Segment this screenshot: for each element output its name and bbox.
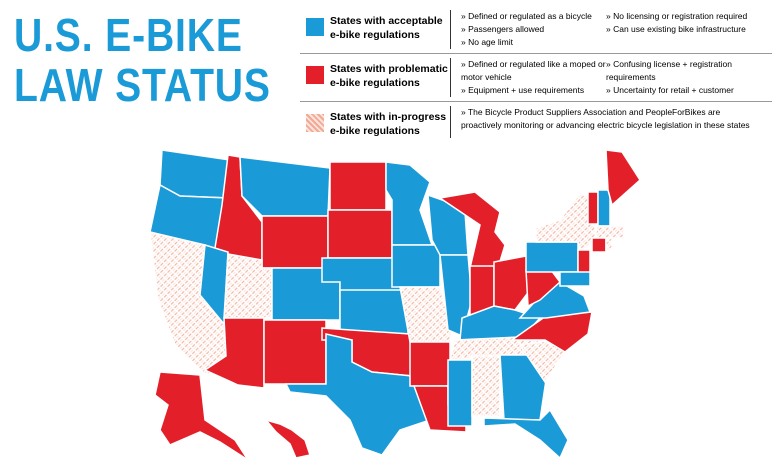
legend-row: States with in-progress e-bike regulation… xyxy=(300,102,772,142)
state xyxy=(587,191,599,225)
legend-bullets: » Defined or regulated as a bicycle » Pas… xyxy=(451,10,751,49)
title: U.S. E-BIKE LAW STATUS xyxy=(14,10,271,110)
legend-row: States with acceptable e-bike regulations… xyxy=(300,6,772,54)
bullet-column: » Defined or regulated as a bicycle » Pas… xyxy=(461,10,606,49)
legend-row: States with problematic e-bike regulation… xyxy=(300,54,772,102)
legend: States with acceptable e-bike regulations… xyxy=(300,6,772,142)
legend-label: States with acceptable e-bike regulations xyxy=(330,10,451,49)
bullet: » Passengers allowed xyxy=(461,24,545,34)
state xyxy=(261,215,329,269)
states xyxy=(149,149,641,461)
state xyxy=(493,255,531,311)
state xyxy=(329,161,387,211)
legend-swatch xyxy=(306,18,324,36)
state xyxy=(595,225,625,239)
bullet: » Equipment + use requirements xyxy=(461,85,585,95)
bullet-column: » Confusing license + registration requi… xyxy=(606,58,751,97)
legend-label: States with problematic e-bike regulation… xyxy=(330,58,451,97)
legend-swatch xyxy=(306,114,324,132)
state xyxy=(471,355,501,417)
state xyxy=(239,156,331,217)
legend-bullets: » Defined or regulated like a moped or m… xyxy=(451,58,751,97)
state xyxy=(605,149,641,207)
legend-label-line: States with acceptable xyxy=(330,15,443,27)
bullet: » Uncertainty for retail + customer xyxy=(606,85,734,95)
state xyxy=(605,237,613,251)
state xyxy=(447,359,473,427)
state xyxy=(525,241,579,273)
state xyxy=(399,286,453,346)
state xyxy=(263,319,327,385)
state xyxy=(339,289,409,335)
state xyxy=(284,333,432,456)
bullet: » Can use existing bike infrastructure xyxy=(606,24,746,34)
state xyxy=(391,244,441,288)
bullet-column: » The Bicycle Product Suppliers Associat… xyxy=(461,106,751,138)
bullet-column: » Defined or regulated like a moped or m… xyxy=(461,58,606,97)
bullet: » No age limit xyxy=(461,37,513,47)
bullet: » Defined or regulated like a moped or m… xyxy=(461,59,606,82)
state xyxy=(591,237,607,253)
legend-label-line: e-bike regulations xyxy=(330,125,420,137)
legend-label-line: e-bike regulations xyxy=(330,29,420,41)
state xyxy=(385,161,434,246)
state xyxy=(263,418,311,459)
title-line: U.S. E-BIKE xyxy=(14,9,243,61)
legend-label-line: e-bike regulations xyxy=(330,77,420,89)
legend-label: States with in-progress e-bike regulation… xyxy=(330,106,451,138)
state xyxy=(597,189,611,227)
state xyxy=(203,317,265,389)
state xyxy=(559,271,591,287)
state xyxy=(154,371,249,461)
state xyxy=(327,209,393,259)
state xyxy=(483,408,569,460)
legend-swatch xyxy=(306,66,324,84)
legend-bullets: » The Bicycle Product Suppliers Associat… xyxy=(451,106,751,138)
bullet: » Confusing license + registration requi… xyxy=(606,59,732,82)
bullet: » No licensing or registration required xyxy=(606,11,748,21)
state xyxy=(409,341,451,387)
state xyxy=(438,191,506,269)
bullet: » Defined or regulated as a bicycle xyxy=(461,11,592,21)
legend-label-line: States with problematic xyxy=(330,63,448,75)
bullet-column: » No licensing or registration required »… xyxy=(606,10,751,49)
bullet: » The Bicycle Product Suppliers Associat… xyxy=(461,107,750,130)
title-line: LAW STATUS xyxy=(14,59,271,111)
state xyxy=(499,354,547,421)
legend-label-line: States with in-progress xyxy=(330,111,447,123)
